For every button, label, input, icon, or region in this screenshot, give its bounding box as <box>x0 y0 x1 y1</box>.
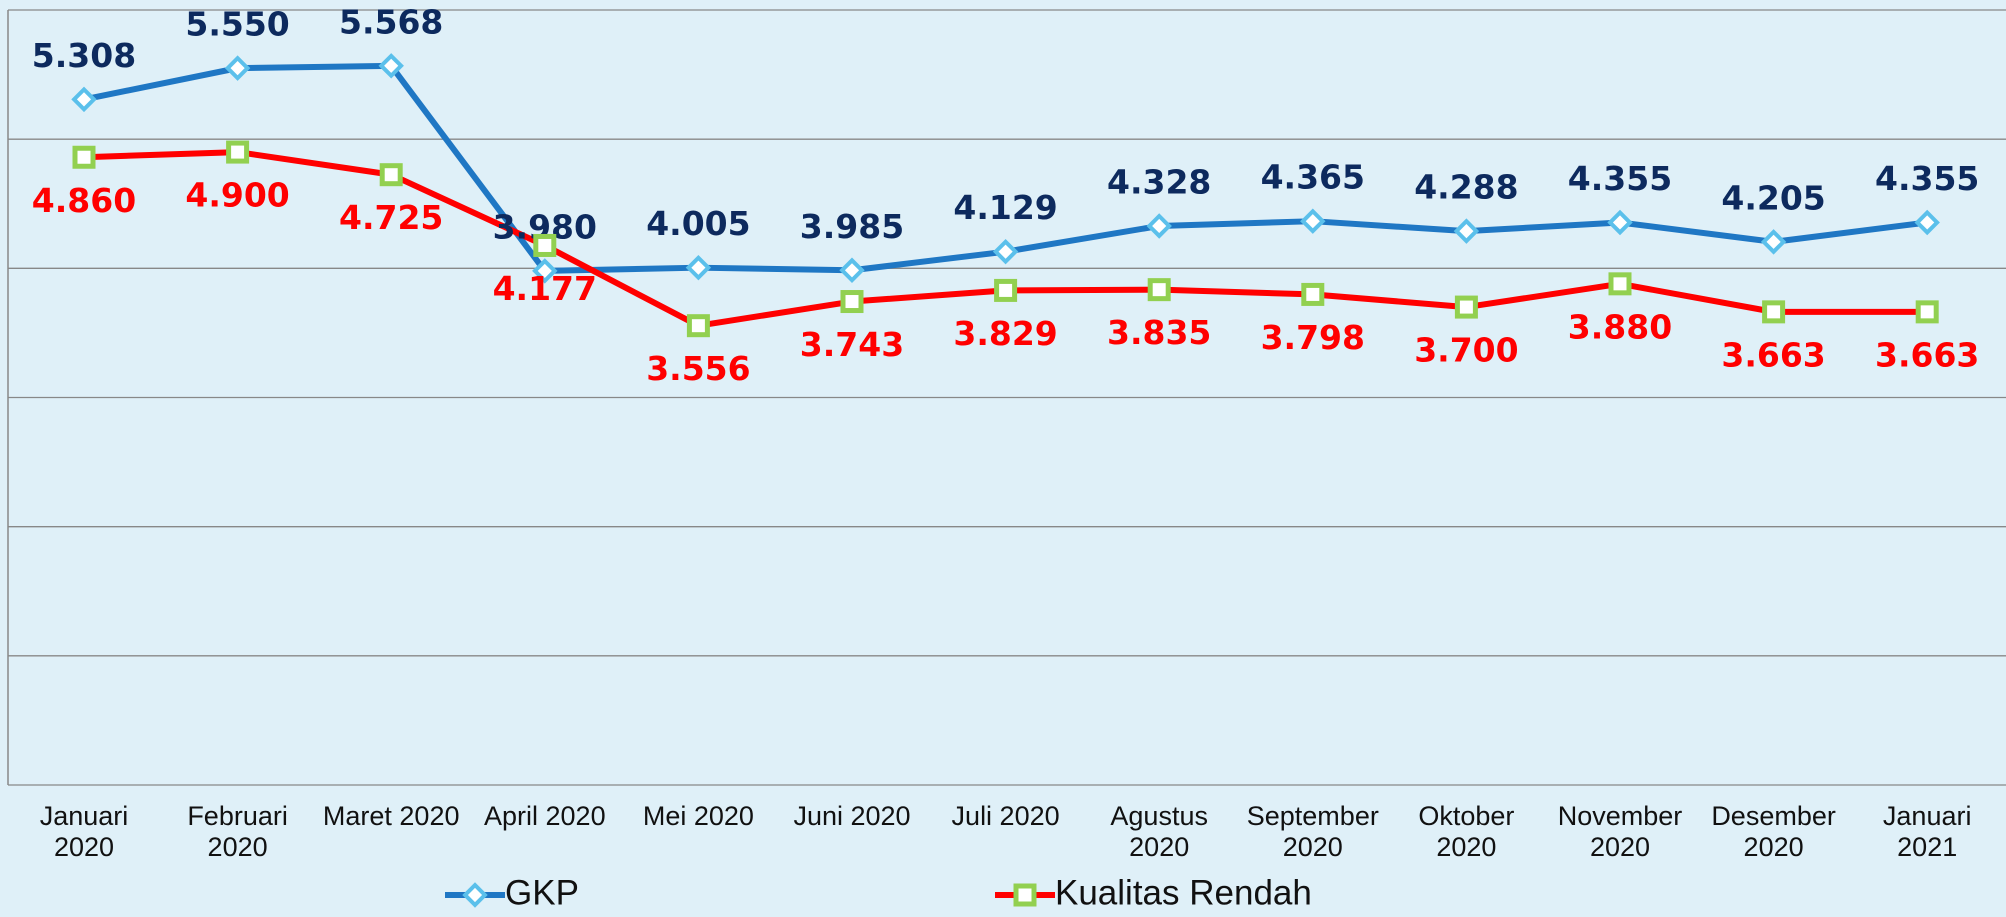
marker <box>226 140 250 164</box>
x-tick-label: Agustus 2020 <box>1110 801 1208 862</box>
marker <box>992 238 1019 265</box>
marker <box>379 163 403 187</box>
marker <box>224 55 251 81</box>
x-tick-label: September 2020 <box>1247 801 1379 862</box>
data-label: 3.880 <box>1568 307 1672 346</box>
data-label: 3.556 <box>646 349 750 388</box>
data-label: 4.005 <box>646 204 750 243</box>
data-label: 4.355 <box>1568 159 1672 198</box>
marker <box>71 86 97 113</box>
data-label: 4.725 <box>339 198 443 237</box>
marker <box>1147 278 1171 302</box>
marker <box>994 278 1018 302</box>
x-tick-label: Januari 2021 <box>1883 801 1972 862</box>
data-label: 4.328 <box>1107 162 1211 201</box>
data-label: 3.985 <box>800 207 904 246</box>
marker <box>1608 272 1632 296</box>
data-label: 3.835 <box>1107 313 1211 352</box>
data-label: 4.355 <box>1875 159 1979 198</box>
data-label: 4.288 <box>1414 168 1518 207</box>
marker <box>685 254 712 281</box>
marker <box>1453 218 1480 244</box>
data-label: 3.663 <box>1875 335 1979 374</box>
data-label: 5.550 <box>185 5 289 44</box>
data-label: 3.700 <box>1414 331 1518 370</box>
marker <box>532 258 558 284</box>
data-label: 4.900 <box>185 176 289 215</box>
marker <box>1146 213 1172 239</box>
legend-label: Kualitas Rendah <box>1055 873 1312 912</box>
marker <box>378 53 404 79</box>
x-tick-label: Juni 2020 <box>793 801 910 831</box>
data-label: 4.129 <box>953 188 1057 227</box>
marker <box>1301 282 1325 306</box>
data-label: 4.365 <box>1261 158 1365 197</box>
x-tick-label: Februari 2020 <box>187 801 288 862</box>
x-tick-label: November 2020 <box>1558 801 1683 862</box>
marker <box>686 314 710 338</box>
legend-marker <box>462 882 488 908</box>
data-label: 4.177 <box>493 269 597 308</box>
marker <box>1300 208 1326 234</box>
marker <box>1762 300 1786 324</box>
x-tick-label: Maret 2020 <box>323 801 460 831</box>
marker <box>533 233 557 257</box>
x-tick-label: Oktober 2020 <box>1418 801 1514 862</box>
marker <box>1914 209 1940 236</box>
data-label: 5.568 <box>339 2 443 41</box>
marker <box>1454 295 1478 319</box>
marker <box>1607 209 1633 236</box>
marker <box>840 290 864 314</box>
marker <box>839 257 865 283</box>
x-tick-label: Mei 2020 <box>643 801 754 831</box>
data-label: 3.829 <box>953 314 1057 353</box>
data-label: 5.308 <box>32 36 136 75</box>
data-label: 3.743 <box>800 325 904 364</box>
data-label: 3.798 <box>1261 318 1365 357</box>
data-label: 4.860 <box>32 181 136 220</box>
data-label: 4.205 <box>1721 178 1825 217</box>
legend-marker <box>1013 883 1037 907</box>
marker <box>72 145 96 169</box>
x-tick-label: Januari 2020 <box>40 801 129 862</box>
x-tick-label: Juli 2020 <box>952 801 1060 831</box>
marker <box>1760 229 1787 255</box>
x-tick-label: April 2020 <box>484 801 606 831</box>
x-tick-label: Desember 2020 <box>1711 801 1836 862</box>
data-label: 3.663 <box>1721 335 1825 374</box>
marker <box>1915 300 1939 324</box>
legend-label: GKP <box>505 873 579 912</box>
